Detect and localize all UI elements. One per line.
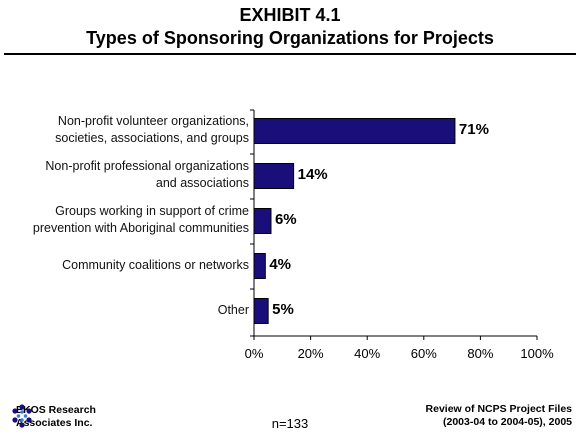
value-label-0: 71% (458, 121, 489, 138)
bar-2 (253, 208, 272, 234)
category-label-line: societies, associations, and groups (55, 131, 249, 145)
x-tick-label-2: 40% (354, 346, 381, 361)
category-label-line: prevention with Aboriginal communities (32, 221, 249, 235)
value-label-4: 5% (272, 301, 294, 318)
org-name-line1: EKOS Research (16, 404, 96, 416)
category-label-line: Other (217, 302, 249, 317)
source-line2: (2003-04 to 2004-05), 2005 (443, 416, 572, 428)
category-label-2: Groups working in support of crime preven… (19, 203, 249, 237)
bar-3 (253, 253, 266, 279)
x-tick-label-4: 80% (467, 346, 494, 361)
sample-size: n=133 (271, 416, 309, 431)
source-note: Review of NCPS Project Files (2003-04 to… (426, 403, 572, 429)
x-tick-label-5: 100% (520, 346, 554, 361)
source-line1: Review of NCPS Project Files (425, 403, 572, 415)
ekos-logo-block: EKOS Research Associates Inc. (10, 404, 96, 430)
bar-0 (253, 118, 456, 144)
category-label-0: Non-profit volunteer organizations, socie… (19, 113, 249, 147)
value-label-1: 14% (297, 166, 328, 183)
x-tick-label-0: 0% (244, 346, 264, 361)
x-tick-label-3: 60% (410, 346, 437, 361)
category-label-line: Groups working in support of crime (55, 204, 249, 218)
category-label-4: Other (19, 302, 249, 319)
chart-title-line1: EXHIBIT 4.1 (239, 5, 341, 25)
category-label-3: Community coalitions or networks (19, 257, 249, 274)
category-label-1: Non-profit professional organizations and… (19, 158, 249, 192)
x-tick-label-1: 20% (297, 346, 324, 361)
category-label-line: and associations (155, 176, 249, 190)
chart-title-line2: Types of Sponsoring Organizations for Pr… (86, 28, 494, 48)
ekos-logo-icon (12, 404, 32, 428)
bar-4 (253, 298, 269, 324)
category-label-line: Non-profit volunteer organizations, (57, 114, 249, 128)
category-label-line: Non-profit professional organizations (45, 159, 249, 173)
value-label-3: 4% (269, 256, 291, 273)
bar-1 (253, 163, 295, 189)
title-rule (4, 53, 576, 55)
value-label-2: 6% (274, 211, 297, 228)
org-name-line2: Associates Inc. (16, 417, 93, 429)
category-label-line: Community coalitions or networks (62, 257, 249, 272)
